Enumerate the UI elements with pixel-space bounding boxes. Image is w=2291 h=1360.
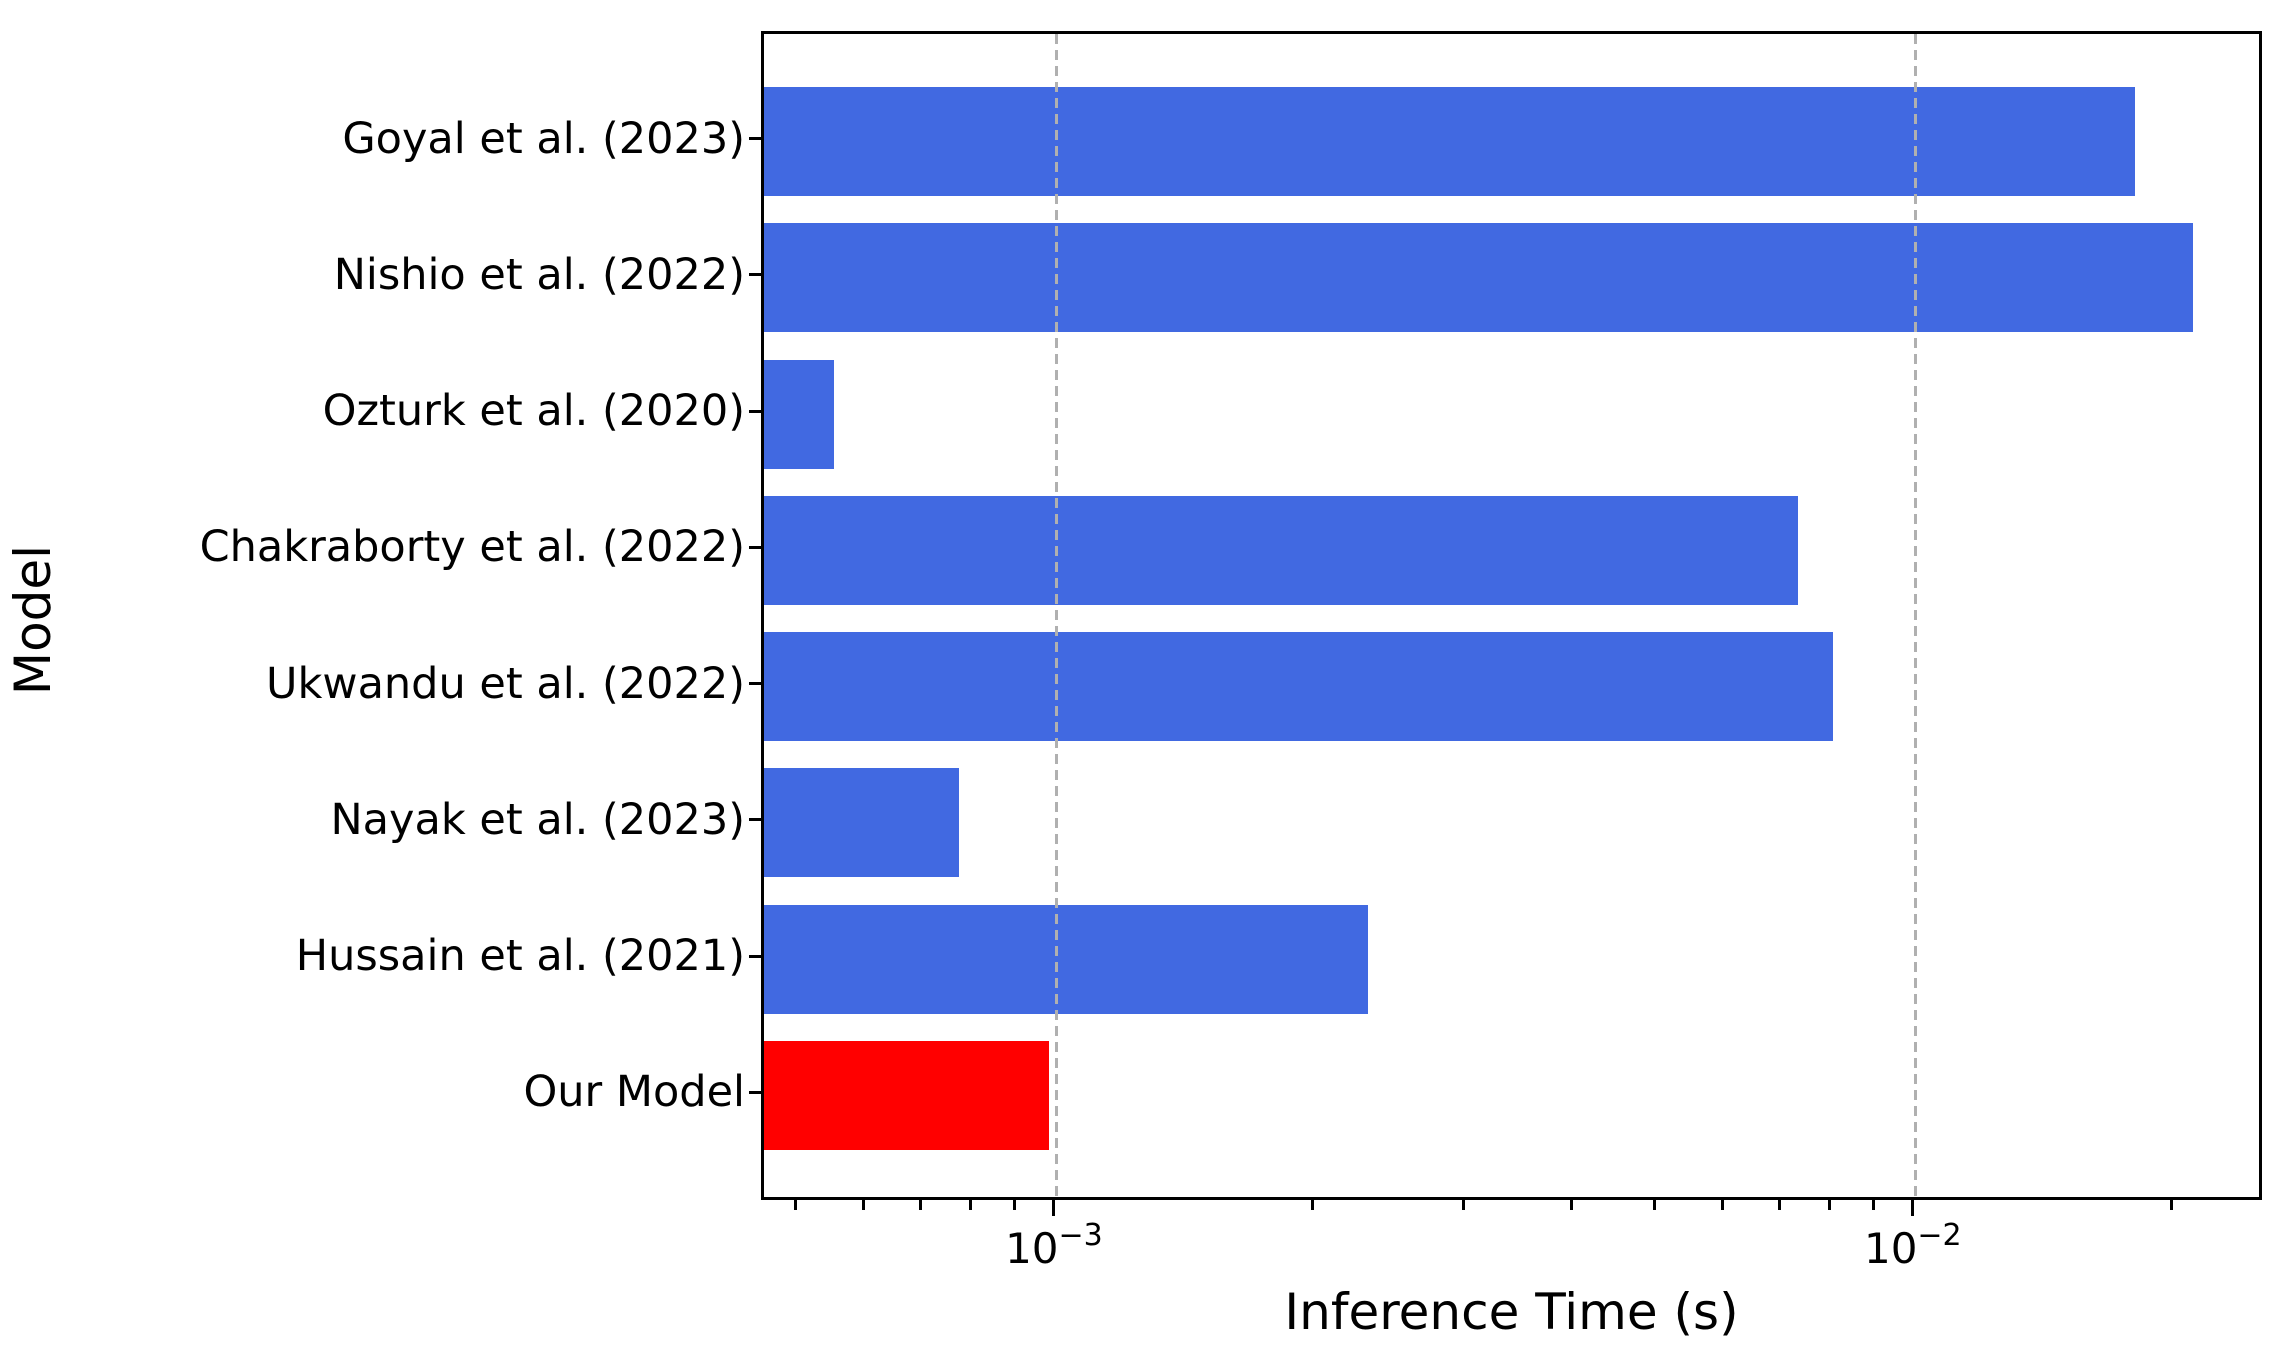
- y-axis-tick: [749, 818, 761, 822]
- x-axis-minor-tick: [969, 1200, 973, 1210]
- y-tick-label: Chakraborty et al. (2022): [199, 522, 745, 573]
- y-tick-label: Nishio et al. (2022): [333, 249, 745, 300]
- y-tick-label: Ukwandu et al. (2022): [266, 658, 745, 709]
- bar: [764, 904, 1368, 1014]
- bar: [764, 768, 960, 878]
- x-axis-minor-tick: [1013, 1200, 1017, 1210]
- bar: [764, 87, 2136, 197]
- x-tick-label: 10−2: [1863, 1218, 1962, 1274]
- y-axis-tick: [749, 954, 761, 958]
- x-axis-minor-tick: [1872, 1200, 1876, 1210]
- y-axis-tick: [749, 682, 761, 686]
- y-axis-tick: [749, 409, 761, 413]
- x-axis-major-tick: [1911, 1200, 1915, 1216]
- bar-our-model: [764, 1040, 1050, 1150]
- y-axis-tick: [749, 1090, 761, 1094]
- x-axis-major-tick: [1052, 1200, 1056, 1216]
- x-axis-minor-tick: [1310, 1200, 1314, 1210]
- x-axis-minor-tick: [1778, 1200, 1782, 1210]
- x-gridline: [1914, 34, 1918, 1197]
- y-tick-label: Ozturk et al. (2020): [322, 386, 745, 437]
- y-tick-label: Nayak et al. (2023): [330, 794, 745, 845]
- bar: [764, 495, 1799, 605]
- y-axis-tick: [749, 137, 761, 141]
- y-axis-tick: [749, 273, 761, 277]
- y-tick-label: Hussain et al. (2021): [295, 931, 745, 982]
- x-axis-minor-tick: [1652, 1200, 1656, 1210]
- x-axis-title: Inference Time (s): [1284, 1283, 1739, 1341]
- x-axis-minor-tick: [861, 1200, 865, 1210]
- bar: [764, 632, 1833, 742]
- y-tick-label: Goyal et al. (2023): [342, 113, 745, 164]
- x-axis-minor-tick: [793, 1200, 797, 1210]
- y-axis-tick: [749, 545, 761, 549]
- x-gridline: [1055, 34, 1059, 1197]
- x-axis-minor-tick: [2169, 1200, 2173, 1210]
- x-tick-label: 10−3: [1005, 1218, 1103, 1274]
- bar: [764, 223, 2193, 333]
- y-tick-label: Our Model: [523, 1067, 745, 1118]
- plot-area: [761, 31, 2262, 1200]
- x-axis-minor-tick: [1828, 1200, 1832, 1210]
- bar: [764, 359, 834, 469]
- y-axis-title: Model: [4, 544, 62, 696]
- x-axis-minor-tick: [1462, 1200, 1466, 1210]
- x-axis-minor-tick: [919, 1200, 923, 1210]
- x-axis-minor-tick: [1569, 1200, 1573, 1210]
- x-axis-minor-tick: [1720, 1200, 1724, 1210]
